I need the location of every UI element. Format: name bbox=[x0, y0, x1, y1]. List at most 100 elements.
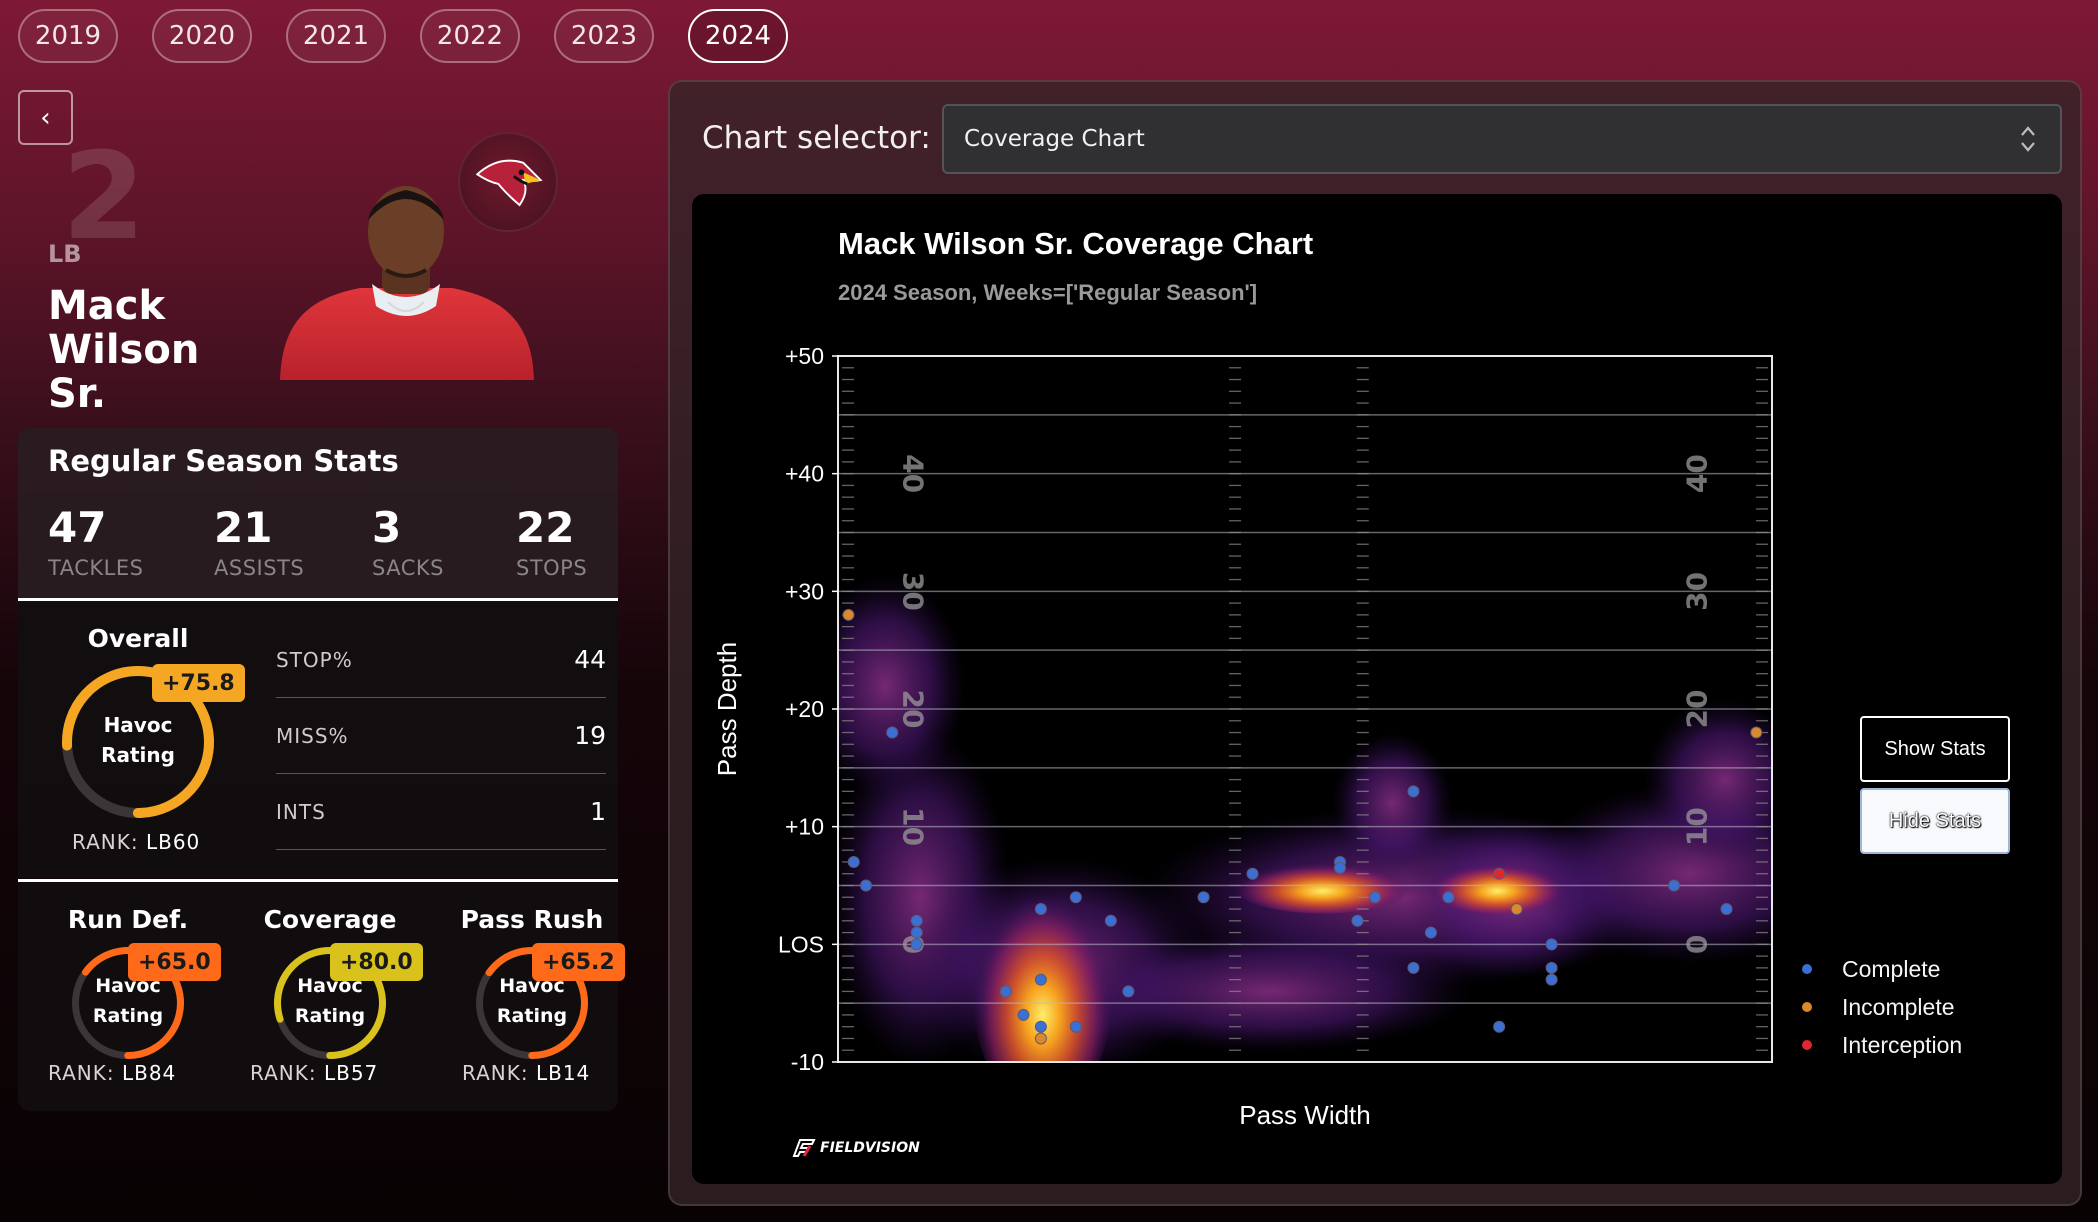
point-complete bbox=[910, 914, 923, 927]
show-stats-button[interactable]: Show Stats bbox=[1860, 716, 2010, 782]
regular-season-stats-card: Regular Season Stats 47 TACKLES 21 ASSIS… bbox=[18, 428, 618, 598]
overall-title: Overall bbox=[87, 624, 189, 653]
rank-label: RANK: bbox=[462, 1061, 529, 1085]
sub-rating-title: Run Def. bbox=[67, 905, 189, 934]
y-tick-label: +40 bbox=[785, 461, 824, 487]
divider bbox=[18, 879, 618, 882]
field-number: 20 bbox=[896, 690, 929, 729]
point-complete bbox=[999, 985, 1012, 998]
point-complete bbox=[1720, 903, 1733, 916]
back-button[interactable]: ‹ bbox=[18, 90, 73, 145]
field-number: 40 bbox=[896, 454, 929, 493]
point-complete bbox=[1069, 1020, 1082, 1033]
overall-rank: RANK: LB60 bbox=[72, 830, 200, 854]
rank-value: LB84 bbox=[121, 1061, 177, 1085]
point-complete bbox=[1424, 926, 1437, 939]
point-complete bbox=[910, 938, 923, 951]
point-complete bbox=[1545, 973, 1558, 986]
sub-ratings-card: Run Def. Havoc Rating +65.0 RANK: LB84 Covera… bbox=[18, 883, 625, 1111]
sub-rating-rank: RANK: LB84 bbox=[48, 1061, 176, 1085]
y-tick-label: +30 bbox=[785, 578, 824, 604]
year-tab-2023[interactable]: 2023 bbox=[554, 9, 654, 63]
sub-rating-coverage: Coverage Havoc Rating +80.0 RANK: LB57 bbox=[230, 883, 430, 1111]
hide-stats-button[interactable]: Hide Stats bbox=[1860, 788, 2010, 854]
point-incomplete bbox=[1510, 903, 1523, 916]
point-complete bbox=[847, 855, 860, 868]
point-incomplete bbox=[842, 608, 855, 621]
y-tick-label: +20 bbox=[785, 696, 824, 722]
point-interception bbox=[1493, 867, 1506, 880]
gauge-fill bbox=[62, 666, 214, 818]
stat-label: ASSISTS bbox=[214, 556, 305, 580]
y-axis-label: Pass Depth bbox=[712, 642, 742, 776]
legend-dot bbox=[1802, 1002, 1812, 1012]
sub-rating-badge: +65.0 bbox=[128, 943, 221, 981]
chart-selector-dropdown[interactable]: Coverage Chart bbox=[942, 104, 2062, 174]
stat-value: 22 bbox=[516, 503, 575, 552]
rank-label: RANK: bbox=[250, 1061, 317, 1085]
year-tab-2021[interactable]: 2021 bbox=[286, 9, 386, 63]
year-tab-2024[interactable]: 2024 bbox=[688, 9, 788, 63]
jersey-number: 2 bbox=[62, 128, 146, 267]
sub-rating-badge: +65.2 bbox=[532, 943, 625, 981]
point-complete bbox=[886, 726, 899, 739]
year-tab-2022[interactable]: 2022 bbox=[420, 9, 520, 63]
density-overlay bbox=[838, 575, 1772, 1062]
stat-label: STOPS bbox=[516, 556, 588, 580]
series-complete bbox=[847, 726, 1733, 1033]
chart-selector-value: Coverage Chart bbox=[964, 126, 1145, 152]
point-complete bbox=[1122, 985, 1135, 998]
field-number: 30 bbox=[1681, 572, 1714, 611]
overall-rating-card: Overall Havoc Rating +75.8 RANK: LB60 ST… bbox=[18, 602, 618, 878]
gauge-label-line2: Rating bbox=[294, 1005, 366, 1027]
sub-rating-badge: +80.0 bbox=[330, 943, 423, 981]
rank-value: LB60 bbox=[145, 830, 201, 854]
table-row: STOP% 44 bbox=[276, 622, 606, 698]
legend-item-complete[interactable]: Complete bbox=[1802, 950, 1962, 988]
chart-title: Mack Wilson Sr. Coverage Chart bbox=[838, 226, 1313, 261]
coverage-chart-card: Mack Wilson Sr. Coverage Chart 2024 Seaso… bbox=[692, 194, 2062, 1184]
sub-rating-pass-rush: Pass Rush Havoc Rating +65.2 RANK: LB14 bbox=[432, 883, 632, 1111]
point-incomplete bbox=[1750, 726, 1763, 739]
ints-value: 1 bbox=[590, 797, 606, 826]
chart-selector-label: Chart selector: bbox=[702, 120, 931, 156]
legend-label: Incomplete bbox=[1842, 993, 1955, 1020]
ints-label: INTS bbox=[276, 799, 326, 824]
miss-pct-label: MISS% bbox=[276, 723, 349, 748]
year-tab-2020[interactable]: 2020 bbox=[152, 9, 252, 63]
field-number: 40 bbox=[1681, 454, 1714, 493]
rank-label: RANK: bbox=[48, 1061, 115, 1085]
chevron-left-icon: ‹ bbox=[40, 102, 51, 133]
legend-item-interception[interactable]: Interception bbox=[1802, 1026, 1962, 1064]
gauge-label-line2: Rating bbox=[92, 1005, 164, 1027]
legend-dot bbox=[1802, 964, 1812, 974]
sub-rating-title: Pass Rush bbox=[460, 905, 604, 934]
field-number: 0 bbox=[1681, 935, 1714, 954]
stat-stops: 22 STOPS bbox=[516, 503, 588, 581]
stat-label: TACKLES bbox=[48, 556, 144, 580]
legend-item-incomplete[interactable]: Incomplete bbox=[1802, 988, 1962, 1026]
point-incomplete bbox=[1034, 1032, 1047, 1045]
point-complete bbox=[1545, 938, 1558, 951]
legend-dot bbox=[1802, 1040, 1812, 1050]
x-axis-label: Pass Width bbox=[1239, 1100, 1371, 1130]
rank-label: RANK: bbox=[72, 830, 139, 854]
year-tab-2019[interactable]: 2019 bbox=[18, 9, 118, 63]
player-position: LB bbox=[48, 240, 82, 268]
player-photo bbox=[280, 186, 534, 380]
point-complete bbox=[1104, 914, 1117, 927]
stat-value: 21 bbox=[214, 503, 273, 552]
divider bbox=[18, 598, 618, 601]
field-number: 10 bbox=[1681, 807, 1714, 846]
chevron-up-down-icon bbox=[2021, 126, 2035, 152]
rank-value: LB14 bbox=[535, 1061, 591, 1085]
point-complete bbox=[1034, 1020, 1047, 1033]
point-complete bbox=[1407, 961, 1420, 974]
regular-season-stats-title: Regular Season Stats bbox=[48, 444, 399, 478]
stat-tackles: 47 TACKLES bbox=[48, 503, 144, 581]
rank-value: LB57 bbox=[323, 1061, 379, 1085]
stat-value: 47 bbox=[48, 503, 107, 552]
gauge-fill bbox=[274, 946, 386, 1059]
point-complete bbox=[1017, 1008, 1030, 1021]
point-complete bbox=[1545, 961, 1558, 974]
